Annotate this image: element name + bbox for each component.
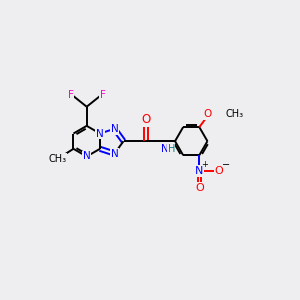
Text: CH₃: CH₃ [48, 154, 66, 164]
Text: CH₃: CH₃ [226, 110, 244, 119]
Text: −: − [222, 160, 230, 170]
Text: F: F [68, 90, 74, 100]
Text: N: N [96, 128, 104, 139]
Text: N: N [161, 144, 169, 154]
Text: O: O [141, 113, 150, 126]
Text: H: H [168, 144, 175, 154]
Text: O: O [215, 167, 224, 176]
Text: N: N [111, 148, 119, 159]
Text: N: N [195, 167, 203, 176]
Text: +: + [201, 160, 208, 169]
Text: O: O [195, 183, 204, 193]
Text: N: N [111, 124, 119, 134]
Text: N: N [83, 152, 91, 161]
Text: O: O [203, 110, 212, 119]
Text: F: F [100, 90, 106, 100]
